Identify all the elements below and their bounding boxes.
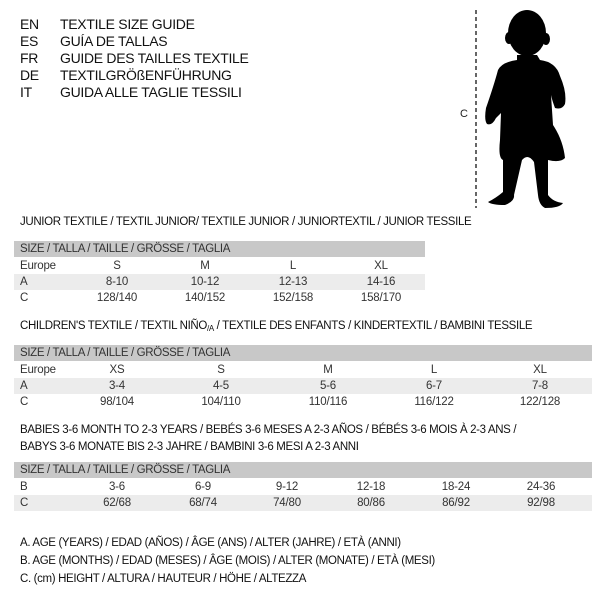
table-cell: 62/68: [103, 497, 131, 509]
lang-code: FR: [20, 50, 39, 66]
table-cell: 68/74: [189, 497, 217, 509]
junior-section-title: JUNIOR TEXTILE / TEXTIL JUNIOR/ TEXTILE …: [20, 216, 472, 228]
lang-code: EN: [20, 16, 39, 32]
row-label: C: [20, 497, 29, 509]
row-label: A: [20, 276, 28, 288]
table-cell: 110/116: [308, 396, 348, 408]
table-cell: 98/104: [100, 396, 134, 408]
table-cell: XL: [374, 260, 388, 272]
table-cell: XS: [109, 364, 125, 376]
table-header: SIZE / TALLA / TAILLE / GRÖSSE / TAGLIA: [14, 345, 592, 361]
table-cell: 80/86: [357, 497, 385, 509]
table-cell: 74/80: [273, 497, 301, 509]
table-cell: 5-6: [319, 380, 337, 392]
table-row: C 62/68 68/74 74/80 80/86 86/92 92/98: [14, 495, 592, 511]
babies-size-table: SIZE / TALLA / TAILLE / GRÖSSE / TAGLIA …: [14, 462, 592, 512]
table-header: SIZE / TALLA / TAILLE / GRÖSSE / TAGLIA: [14, 241, 425, 257]
lang-title: GUÍA DE TALLAS: [60, 33, 168, 49]
table-cell: 4-5: [212, 380, 230, 392]
table-cell: 14-16: [366, 276, 396, 288]
table-cell: 92/98: [527, 497, 555, 509]
table-cell: 128/140: [96, 292, 138, 304]
table-cell: 9-12: [275, 481, 299, 493]
table-cell: 140/152: [184, 292, 226, 304]
table-row: Europe S M L XL: [14, 258, 425, 274]
table-cell: 116/122: [414, 396, 454, 408]
legend-item-a: A. AGE (YEARS) / EDAD (AÑOS) / ÂGE (ANS)…: [20, 537, 401, 549]
title-main: CHILDREN'S TEXTILE / TEXTIL NIÑO: [20, 320, 207, 332]
table-cell: 6-7: [425, 380, 443, 392]
table-cell: M: [200, 260, 210, 272]
table-cell: 24-36: [526, 481, 556, 493]
table-row: Europe XS S M L XL: [14, 362, 592, 378]
table-cell: 12-13: [278, 276, 308, 288]
child-silhouette-icon: [485, 10, 566, 208]
height-label: C: [460, 108, 468, 120]
table-row: B 3-6 6-9 9-12 12-18 18-24 24-36: [14, 479, 592, 495]
table-header: SIZE / TALLA / TAILLE / GRÖSSE / TAGLIA: [14, 462, 592, 478]
table-row: C 98/104 104/110 110/116 116/122 122/128: [14, 394, 592, 410]
table-cell: 104/110: [201, 396, 241, 408]
table-cell: S: [113, 260, 121, 272]
title-rest: / TEXTILE DES ENFANTS / KINDERTEXTIL / B…: [213, 320, 533, 332]
child-silhouette-figure: [475, 10, 566, 208]
row-label: C: [20, 396, 29, 408]
row-label: Europe: [20, 364, 56, 376]
table-cell: 18-24: [441, 481, 471, 493]
babies-section-title-line2: BABYS 3-6 MONATE BIS 2-3 JAHRE / BAMBINI…: [20, 441, 359, 453]
table-cell: 3-4: [108, 380, 126, 392]
babies-section-title-line1: BABIES 3-6 MONTH TO 2-3 YEARS / BEBÉS 3-…: [20, 424, 517, 436]
junior-size-table: SIZE / TALLA / TAILLE / GRÖSSE / TAGLIA …: [14, 241, 425, 307]
table-cell: 6-9: [194, 481, 212, 493]
title-subscript: /A: [206, 324, 214, 333]
table-cell: L: [289, 260, 297, 272]
lang-code: ES: [20, 33, 39, 49]
table-row: C 128/140 140/152 152/158 158/170: [14, 290, 425, 306]
table-cell: 8-10: [105, 276, 129, 288]
table-cell: 3-6: [108, 481, 126, 493]
table-row: A 3-4 4-5 5-6 6-7 7-8: [14, 378, 592, 394]
table-cell: 158/170: [360, 292, 402, 304]
lang-title: TEXTILE SIZE GUIDE: [60, 16, 195, 32]
lang-code: DE: [20, 67, 39, 83]
row-label: A: [20, 380, 28, 392]
row-label: B: [20, 481, 28, 493]
children-size-table: SIZE / TALLA / TAILLE / GRÖSSE / TAGLIA …: [14, 345, 592, 411]
lang-title: GUIDE DES TAILLES TEXTILE: [60, 50, 249, 66]
table-row: A 8-10 10-12 12-13 14-16: [14, 274, 425, 290]
table-cell: 152/158: [272, 292, 314, 304]
lang-title: TEXTILGRÖßENFÜHRUNG: [60, 67, 232, 83]
table-cell: 10-12: [190, 276, 220, 288]
table-cell: 122/128: [519, 396, 561, 408]
children-section-title: CHILDREN'S TEXTILE / TEXTIL NIÑO/A / TEX…: [20, 320, 533, 333]
table-cell: 86/92: [442, 497, 470, 509]
table-cell: S: [217, 364, 225, 376]
table-cell: XL: [533, 364, 547, 376]
row-label: C: [20, 292, 29, 304]
table-cell: L: [430, 364, 438, 376]
row-label: Europe: [20, 260, 56, 272]
legend-item-c: C. (cm) HEIGHT / ALTURA / HAUTEUR / HÖHE…: [20, 573, 307, 585]
legend-item-b: B. AGE (MONTHS) / EDAD (MESES) / ÂGE (MO…: [20, 555, 435, 567]
table-cell: 7-8: [531, 380, 549, 392]
lang-title: GUIDA ALLE TAGLIE TESSILI: [60, 84, 242, 100]
table-cell: 12-18: [356, 481, 386, 493]
table-cell: M: [323, 364, 333, 376]
lang-code: IT: [20, 84, 32, 100]
